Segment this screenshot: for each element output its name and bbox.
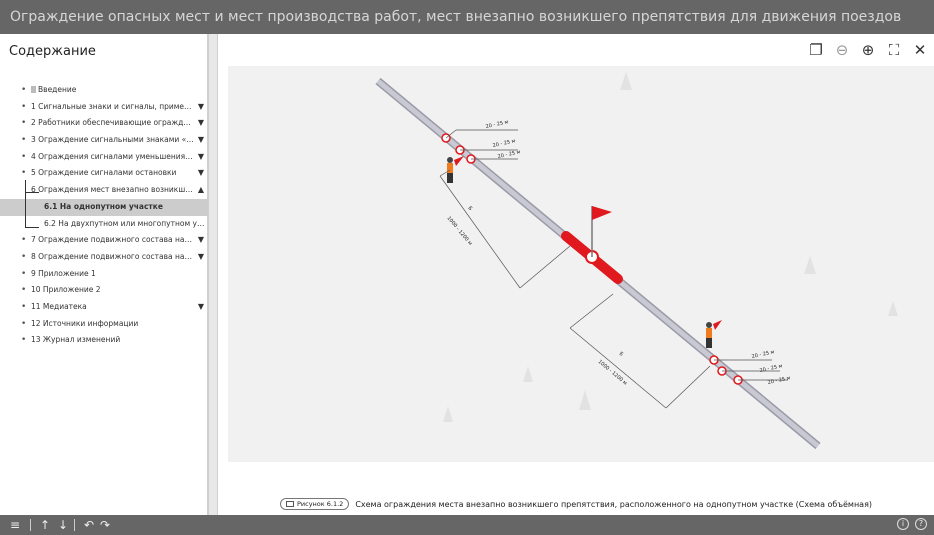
copy-icon[interactable]: ❐ bbox=[809, 41, 823, 59]
back-icon[interactable]: ↶ bbox=[84, 518, 95, 532]
toc-item-12[interactable]: • 12 Источники информации bbox=[21, 318, 139, 329]
tree-connector bbox=[25, 192, 39, 193]
toc-item-2[interactable]: •2 Работники обеспечивающие ограждение о… bbox=[0, 115, 208, 132]
chevron-up-icon[interactable]: ▲ bbox=[197, 185, 204, 195]
gap-label: 20 - 25 м bbox=[492, 138, 516, 149]
chevron-down-icon[interactable]: ▼ bbox=[197, 168, 204, 178]
arrow-down-icon[interactable]: ↓ bbox=[58, 518, 69, 532]
zoom-in-icon[interactable]: ⊕ bbox=[861, 41, 875, 59]
viewer-toolbar: ❐ ⊖ ⊕ ⛶ ✕ bbox=[808, 38, 928, 62]
toc-list: • Введение • 1 Сигнальные знаки и сигналы,… bbox=[0, 82, 208, 349]
chevron-down-icon[interactable]: ▼ bbox=[197, 151, 204, 161]
figure-badge[interactable]: Рисунок 6.1.2 bbox=[279, 498, 350, 510]
toc-item-6-1[interactable]: 6.1 На однопутном участке bbox=[0, 198, 208, 216]
zoom-out-icon[interactable]: ⊖ bbox=[835, 41, 849, 59]
track-diagram: 20 - 25 м 20 - 25 м 20 - 25 м 20 - 25 м … bbox=[375, 72, 898, 450]
caption-text: Схема ограждения места внезапно возникше… bbox=[355, 500, 873, 509]
toc-item-6-2[interactable]: 6.2 На двухпутном или многопутном уча... bbox=[44, 218, 207, 228]
fullscreen-icon[interactable]: ⛶ bbox=[888, 41, 900, 59]
toc-item-3[interactable]: • 3 Ограждение сигнальными знаками «С» ▼ bbox=[0, 132, 208, 149]
info-icon[interactable]: i bbox=[897, 518, 909, 530]
chevron-down-icon[interactable]: ▼ bbox=[197, 101, 204, 111]
window-title: Ограждение опасных мест и мест производс… bbox=[0, 0, 934, 34]
toolbar-separator bbox=[30, 519, 31, 531]
arrow-up-icon[interactable]: ↑ bbox=[40, 518, 51, 532]
dimension-lines-lower bbox=[569, 293, 788, 409]
content-viewer: ❐ ⊖ ⊕ ⛶ ✕ bbox=[218, 34, 934, 515]
gap-label: 20 - 25 м bbox=[485, 119, 509, 130]
chevron-down-icon[interactable]: ▼ bbox=[197, 301, 204, 311]
toc-item-9[interactable]: • 9 Приложение 1 bbox=[21, 268, 96, 279]
marker-label-upper: Б bbox=[466, 205, 473, 212]
close-icon[interactable]: ✕ bbox=[913, 41, 927, 59]
help-icon[interactable]: ? bbox=[915, 518, 927, 530]
tree-connector bbox=[25, 227, 39, 228]
panel-splitter[interactable] bbox=[208, 34, 218, 515]
figure-caption: Рисунок 6.1.2 Схема ограждения места внез… bbox=[218, 498, 934, 510]
toolbar-separator bbox=[74, 519, 75, 531]
document-icon bbox=[31, 86, 36, 93]
toc-item-1[interactable]: • 1 Сигнальные знаки и сигналы, применяем… bbox=[0, 99, 208, 116]
gap-label: 20 - 25 м bbox=[759, 363, 783, 374]
figure-image: 20 - 25 м 20 - 25 м 20 - 25 м 20 - 25 м … bbox=[228, 66, 934, 462]
toc-item-7[interactable]: •7 Ограждение подвижного состава на пере… bbox=[0, 232, 208, 249]
chevron-down-icon[interactable]: ▼ bbox=[197, 135, 204, 145]
dimension-lines-upper bbox=[439, 129, 571, 289]
gap-label: 20 - 25 м bbox=[767, 375, 791, 386]
toc-item-8[interactable]: •8 Ограждение подвижного состава на стан… bbox=[0, 249, 208, 266]
red-flag-icon bbox=[592, 206, 612, 220]
toc-item-4[interactable]: •4 Ограждения сигналами уменьшения скоро… bbox=[0, 149, 208, 166]
toc-item-intro[interactable]: • Введение bbox=[21, 85, 77, 95]
bottom-toolbar: ≡ ↑ ↓ ↶ ↷ i ? bbox=[0, 515, 934, 535]
toc-item-11[interactable]: • 11 Медиатека ▼ bbox=[0, 299, 208, 316]
toc-item-5[interactable]: • 5 Ограждение сигналами остановки ▼ bbox=[0, 165, 208, 182]
chevron-down-icon[interactable]: ▼ bbox=[197, 118, 204, 128]
toc-item-6[interactable]: 6 Ограждения мест внезапно возникшего п.… bbox=[0, 182, 208, 199]
toc-item-13[interactable]: • 13 Журнал изменений bbox=[21, 335, 121, 346]
toc-item-10[interactable]: • 10 Приложение 2 bbox=[21, 285, 101, 296]
sidebar: Содержание • Введение • 1 Сигнальные знаки… bbox=[0, 34, 208, 515]
marker-label-lower: Б bbox=[618, 351, 625, 358]
menu-icon[interactable]: ≡ bbox=[10, 518, 21, 532]
chevron-down-icon[interactable]: ▼ bbox=[197, 235, 204, 245]
signalman-upper bbox=[447, 156, 464, 183]
sidebar-heading: Содержание bbox=[9, 44, 96, 59]
gap-label: 20 - 25 м bbox=[751, 349, 775, 360]
tree-connector bbox=[25, 180, 26, 228]
gap-label: 20 - 25 м bbox=[497, 149, 521, 160]
forward-icon[interactable]: ↷ bbox=[100, 518, 111, 532]
background-trees bbox=[443, 72, 898, 422]
chevron-down-icon[interactable]: ▼ bbox=[197, 251, 204, 261]
signalman-lower bbox=[706, 320, 722, 348]
distance-label-upper: 1000 - 1200 м bbox=[445, 215, 473, 246]
image-icon bbox=[285, 501, 294, 507]
